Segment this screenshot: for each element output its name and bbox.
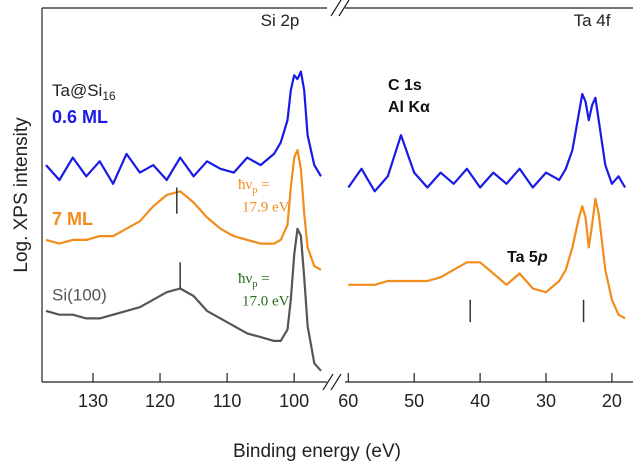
annotation: C 1s xyxy=(388,77,422,94)
annotation-tail: p xyxy=(537,249,548,266)
annotation-text: ħν xyxy=(238,271,253,287)
annotation-line2: Al Kα xyxy=(388,99,430,116)
annotation: Ta@Si16 xyxy=(52,81,116,103)
annotation: Ta 5p xyxy=(507,249,548,266)
x-tick-label: 20 xyxy=(602,391,622,411)
annotation: ħνp = xyxy=(238,177,270,196)
x-tick-label: 100 xyxy=(279,391,309,411)
annotation-text: ħν xyxy=(238,177,253,193)
x-axis-label: Binding energy (eV) xyxy=(233,441,401,462)
axis-break xyxy=(322,0,350,391)
series-label: 7 ML xyxy=(52,209,93,229)
x-tick-label: 110 xyxy=(213,391,242,411)
spectrum-line xyxy=(45,227,322,372)
annotation-sub: p xyxy=(252,279,257,290)
series-label: 0.6 ML xyxy=(52,107,108,127)
annotation-text: Ta 5 xyxy=(507,249,538,266)
annotation-tail: = xyxy=(258,271,270,287)
annotation-text: Ta 4f xyxy=(574,11,611,30)
annotation-text: C 1s xyxy=(388,77,422,94)
annotation-sub: 16 xyxy=(102,89,116,103)
annotation-text: Ta@Si xyxy=(52,81,102,100)
x-tick-label: 50 xyxy=(404,391,424,411)
x-tick-label: 130 xyxy=(78,391,108,411)
annotation: ħνp = xyxy=(238,271,270,290)
x-tick-label: 30 xyxy=(536,391,556,411)
spectrum-line xyxy=(45,149,322,271)
x-tick-label: 120 xyxy=(145,391,175,411)
x-tick-label: 40 xyxy=(470,391,490,411)
annotation-sub: p xyxy=(252,185,257,196)
series-label: Si(100) xyxy=(52,285,107,304)
annotation-tail: = xyxy=(258,177,270,193)
x-tick-label: 60 xyxy=(338,391,358,411)
spectrum-line xyxy=(347,92,627,193)
annotation-text: Si 2p xyxy=(261,11,300,30)
spectrum-line xyxy=(45,70,322,185)
annotation: Ta 4f xyxy=(574,11,611,30)
y-axis-label: Log. XPS intensity xyxy=(11,117,32,273)
annotation-line2: 17.9 eV xyxy=(242,199,290,215)
spectrum-line xyxy=(348,197,626,320)
annotation-line2: 17.0 eV xyxy=(242,293,290,309)
annotation: Si 2p xyxy=(261,11,300,30)
